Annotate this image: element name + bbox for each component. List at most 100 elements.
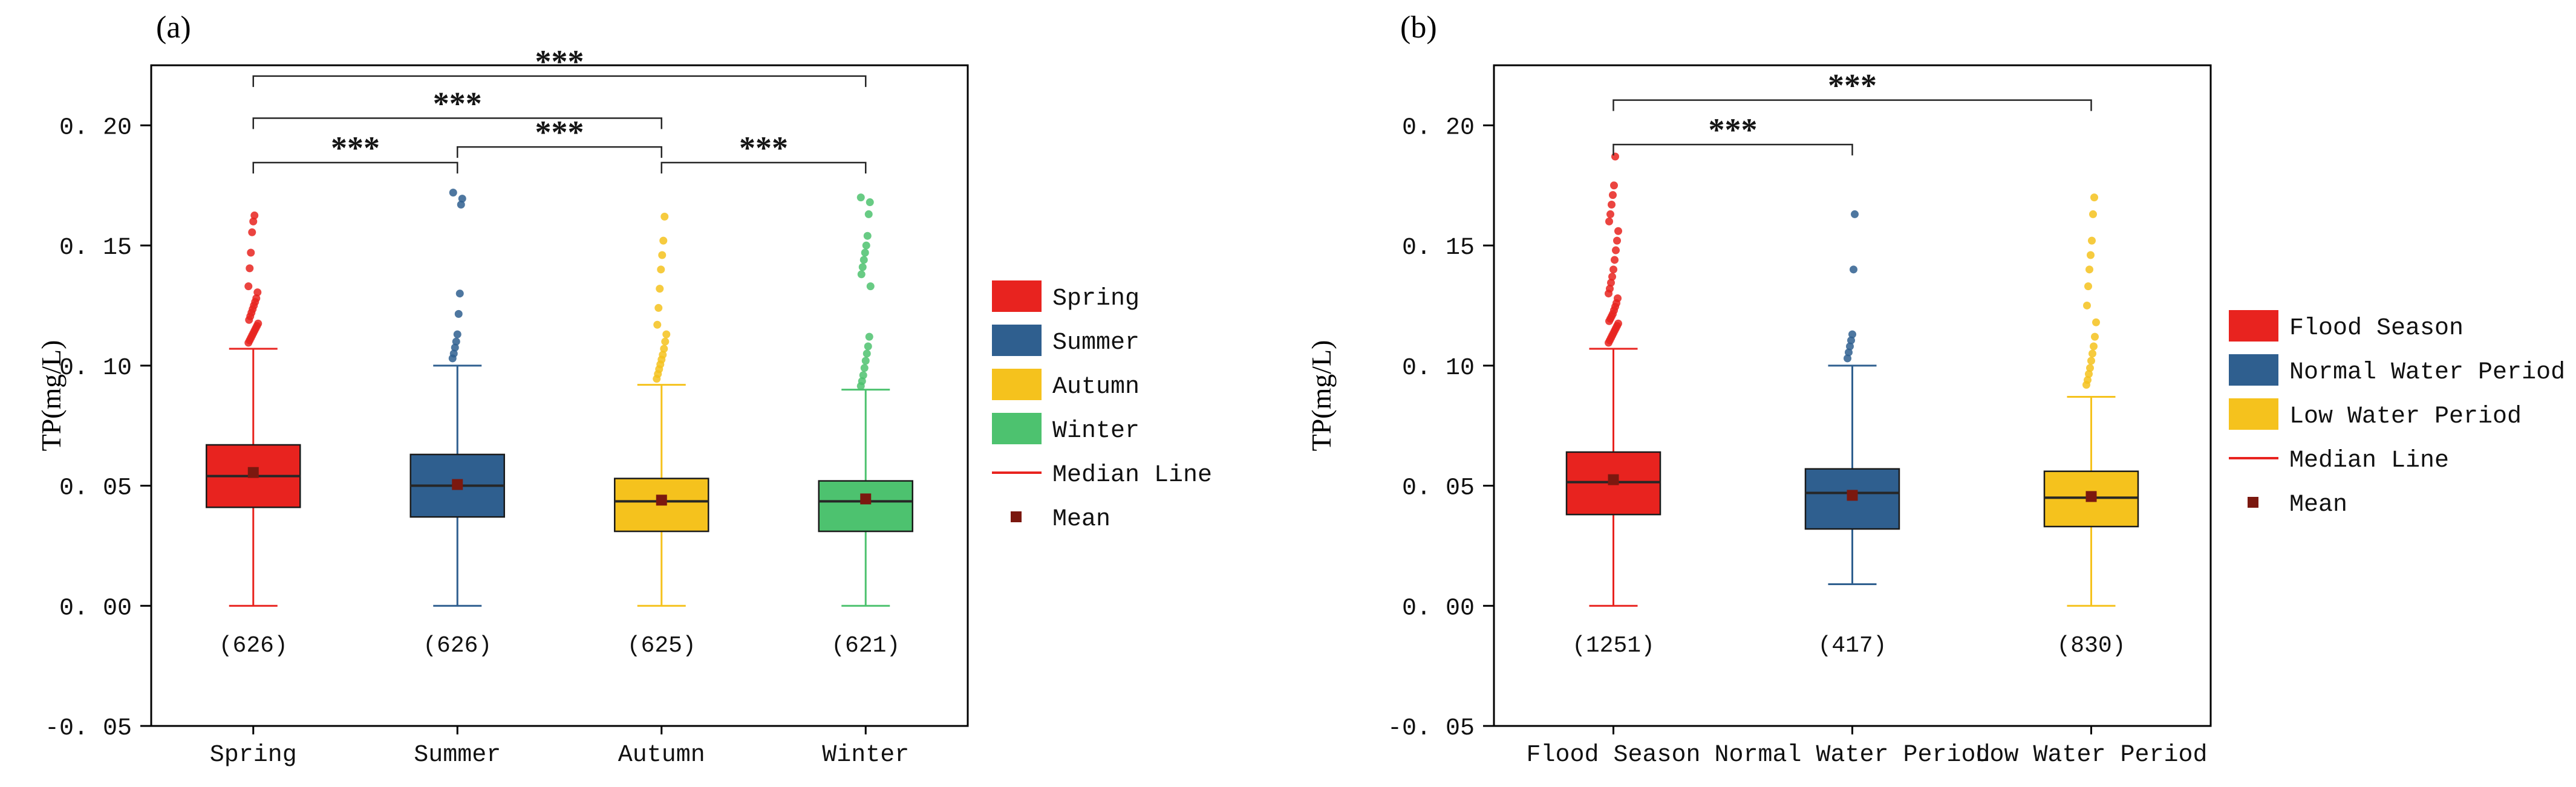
y-tick-label: 0. 15 xyxy=(1402,235,1475,262)
y-tick-label: 0. 20 xyxy=(59,114,132,141)
sample-count: (626) xyxy=(423,633,492,659)
mean-marker xyxy=(2085,491,2097,502)
outlier-point xyxy=(866,282,875,291)
outlier-point xyxy=(451,343,459,352)
outlier-point xyxy=(1610,181,1618,190)
significance-bracket xyxy=(252,75,867,87)
x-category-label: Flood Season xyxy=(1526,742,1700,769)
outlier-point xyxy=(858,377,866,386)
legend-item-median-line: Median Line xyxy=(992,462,1212,489)
box-normal-water-period xyxy=(1804,210,1900,586)
mean-marker xyxy=(860,493,872,505)
x-category-label: Low Water Period xyxy=(1975,742,2207,769)
outlier-point xyxy=(453,330,461,338)
legend-label: Summer xyxy=(1052,329,1140,357)
mean-marker xyxy=(656,494,667,506)
outlier-point xyxy=(2084,282,2092,291)
y-tick-label: 0. 20 xyxy=(1402,114,1475,141)
legend-label: Spring xyxy=(1052,285,1140,313)
outlier-point xyxy=(657,265,665,274)
legend-label: Flood Season xyxy=(2289,315,2464,342)
outlier-point xyxy=(1614,294,1622,303)
outlier-point xyxy=(452,337,460,346)
significance-stars: *** xyxy=(535,114,584,151)
outlier-point xyxy=(1850,265,1857,274)
x-category-label: Spring xyxy=(210,742,297,769)
outlier-point xyxy=(2087,251,2095,259)
outlier-point xyxy=(2085,265,2093,274)
outlier-point xyxy=(656,285,664,293)
panel-label: (b) xyxy=(1400,10,1437,45)
y-tick-label: 0. 00 xyxy=(1402,595,1475,622)
panel-b: (b) TP(mg/L) 0. 20 0. 15 0. 10 0. 05 0. 00 -0. … xyxy=(1306,10,2565,769)
legend-swatch xyxy=(992,325,1042,356)
outlier-point xyxy=(857,270,866,279)
outlier-point xyxy=(1611,152,1619,161)
legend-label: Mean xyxy=(1052,506,1110,533)
outlier-point xyxy=(653,320,662,329)
box-low-water-period xyxy=(2043,193,2139,607)
significance-bracket xyxy=(1612,143,1853,156)
panel-a: (a) TP(mg/L) 0. 20 0. 15 0. 10 0. 05 0. 00 -0. … xyxy=(36,10,1212,769)
outlier-point xyxy=(1606,285,1614,293)
significance-stars: *** xyxy=(739,130,788,166)
outlier-point xyxy=(1848,330,1856,338)
legend-swatch xyxy=(992,280,1042,312)
outlier-point xyxy=(1612,246,1620,254)
legend-label: Normal Water Period xyxy=(2289,359,2565,386)
outlier-point xyxy=(864,342,872,351)
sample-count: (1251) xyxy=(1572,633,1655,659)
outlier-point xyxy=(1845,348,1853,357)
y-tick-label: 0. 10 xyxy=(59,355,132,382)
mean-marker xyxy=(1847,490,1858,501)
outlier-point xyxy=(659,351,667,359)
legend-mean-glyph xyxy=(1011,511,1022,522)
legend-mean-glyph xyxy=(2248,497,2258,508)
outlier-point xyxy=(660,345,668,353)
outlier-point xyxy=(2091,332,2099,341)
sample-count: (830) xyxy=(2056,633,2125,659)
significance-bracket xyxy=(252,161,458,173)
x-category-label: Summer xyxy=(414,742,501,769)
legend-item-normal-water-period: Normal Water Period xyxy=(2229,354,2565,386)
outlier-point xyxy=(244,282,253,291)
outlier-point xyxy=(249,217,258,225)
box-summer xyxy=(409,189,505,607)
y-axis-label: TP(mg/L) xyxy=(1306,340,1337,452)
mean-marker xyxy=(452,479,463,490)
outlier-point xyxy=(250,211,259,219)
outlier-point xyxy=(2088,236,2096,245)
y-tick-label: 0. 05 xyxy=(1402,475,1475,502)
legend-item-flood-season: Flood Season xyxy=(2229,310,2464,342)
outlier-point xyxy=(1607,279,1615,287)
outlier-point xyxy=(859,371,867,380)
y-tick-label: 0. 05 xyxy=(59,475,132,502)
outlier-point xyxy=(863,232,872,240)
outlier-point xyxy=(253,288,262,297)
outlier-point xyxy=(248,228,256,236)
y-tick-label: 0. 15 xyxy=(59,235,132,262)
outlier-point xyxy=(458,195,466,203)
legend-item-mean: Mean xyxy=(1011,506,1110,533)
outlier-point xyxy=(862,349,871,358)
box-winter xyxy=(818,193,913,607)
legend-swatch xyxy=(992,413,1042,444)
mean-marker xyxy=(1608,474,1619,485)
legend-label: Low Water Period xyxy=(2289,403,2522,430)
significance-stars: *** xyxy=(1709,112,1758,148)
outlier-point xyxy=(457,201,465,209)
sample-count: (621) xyxy=(831,633,900,659)
outlier-point xyxy=(2090,193,2098,202)
outlier-point xyxy=(866,198,874,207)
outlier-point xyxy=(455,290,464,298)
outlier-point xyxy=(861,357,870,365)
outlier-point xyxy=(1614,319,1622,328)
outlier-point xyxy=(862,241,870,250)
outlier-point xyxy=(864,210,873,218)
sample-count: (626) xyxy=(219,633,288,659)
outlier-point xyxy=(2086,364,2094,372)
legend-item-autumn: Autumn xyxy=(992,369,1140,401)
panel-label: (a) xyxy=(156,10,191,45)
outlier-point xyxy=(660,212,669,221)
legend-item-mean: Mean xyxy=(2248,491,2347,519)
